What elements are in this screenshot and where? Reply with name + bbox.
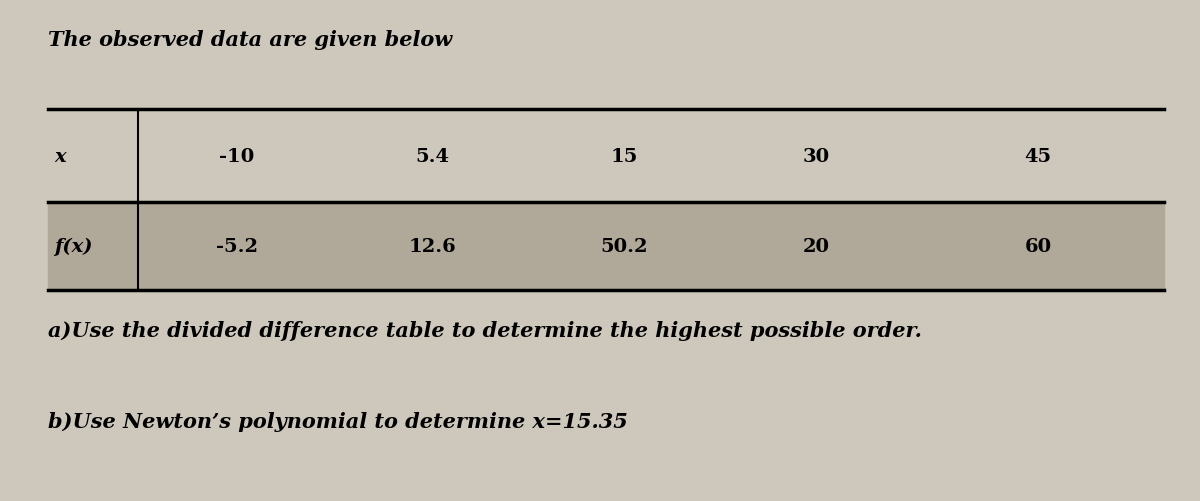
Text: b)Use Newton’s polynomial to determine x=15.35: b)Use Newton’s polynomial to determine x…	[48, 411, 628, 431]
Text: 12.6: 12.6	[408, 238, 456, 256]
Text: x: x	[54, 148, 66, 165]
Text: f(x): f(x)	[54, 237, 92, 256]
Text: -5.2: -5.2	[216, 238, 258, 256]
Text: 20: 20	[803, 238, 829, 256]
Text: 15: 15	[611, 148, 637, 165]
Text: 45: 45	[1025, 148, 1051, 165]
Text: 5.4: 5.4	[415, 148, 449, 165]
Text: 50.2: 50.2	[600, 238, 648, 256]
Text: -10: -10	[220, 148, 254, 165]
Text: a)Use the divided difference table to determine the highest possible order.: a)Use the divided difference table to de…	[48, 321, 922, 341]
Text: 60: 60	[1025, 238, 1051, 256]
Text: The observed data are given below: The observed data are given below	[48, 30, 452, 50]
Text: 30: 30	[803, 148, 829, 165]
